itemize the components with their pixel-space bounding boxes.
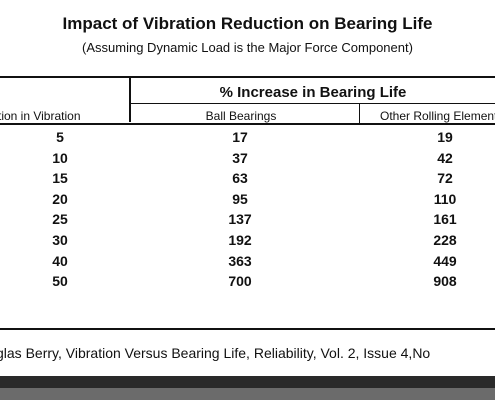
table-row: 20 95 110 (0, 189, 495, 210)
group-header: % Increase in Bearing Life (219, 84, 407, 101)
table-header-rule (0, 123, 495, 125)
page-subtitle: (Assuming Dynamic Load is the Major Forc… (82, 40, 413, 55)
footer-bar-light (0, 388, 495, 400)
table-row: 10 37 42 (0, 148, 495, 169)
cell-ball-bearings: 37 (232, 149, 248, 166)
column-header-vibration: ction in Vibration (0, 109, 81, 123)
cell-vibration: 25 (52, 211, 68, 228)
cell-ball-bearings: 95 (232, 190, 248, 207)
table-bottom-rule (0, 328, 495, 330)
source-footnote: glas Berry, Vibration Versus Bearing Lif… (0, 345, 431, 361)
table-top-rule (0, 76, 495, 78)
footer-bar-dark (0, 376, 495, 388)
cell-other-rolling: 19 (437, 129, 453, 145)
cell-other-rolling: 228 (433, 231, 457, 248)
page-title: Impact of Vibration Reduction on Bearing… (62, 14, 433, 33)
table-row: 50 700 908 (0, 271, 495, 292)
cell-vibration: 5 (56, 129, 64, 145)
table-row: 5 17 19 (0, 127, 495, 148)
cell-ball-bearings: 137 (228, 211, 252, 228)
cell-other-rolling: 908 (433, 273, 457, 290)
column-divider (359, 104, 360, 123)
cell-vibration: 50 (52, 273, 68, 290)
group-header-rule (129, 103, 495, 104)
column-header-ball-bearings: Ball Bearings (205, 109, 277, 123)
cell-vibration: 20 (52, 190, 68, 207)
table-row: 30 192 228 (0, 230, 495, 251)
table-body: 5 17 19 10 37 42 15 63 72 20 95 110 25 1… (0, 127, 495, 292)
cell-other-rolling: 42 (437, 149, 453, 166)
table-header-divider (129, 76, 131, 122)
cell-other-rolling: 161 (433, 211, 457, 228)
cell-ball-bearings: 363 (228, 252, 252, 269)
table-row: 25 137 161 (0, 209, 495, 230)
column-header-other-rolling: Other Rolling Element (380, 109, 495, 123)
cell-ball-bearings: 700 (228, 273, 252, 290)
cell-other-rolling: 72 (437, 170, 453, 187)
cell-other-rolling: 110 (433, 190, 457, 207)
cell-vibration: 15 (52, 170, 68, 187)
cell-ball-bearings: 17 (232, 129, 248, 145)
cell-ball-bearings: 63 (232, 170, 248, 187)
table-row: 15 63 72 (0, 168, 495, 189)
table-row: 40 363 449 (0, 251, 495, 272)
cell-vibration: 10 (52, 149, 68, 166)
cell-other-rolling: 449 (433, 252, 457, 269)
cell-vibration: 40 (52, 252, 68, 269)
cell-ball-bearings: 192 (228, 231, 252, 248)
cell-vibration: 30 (52, 231, 68, 248)
